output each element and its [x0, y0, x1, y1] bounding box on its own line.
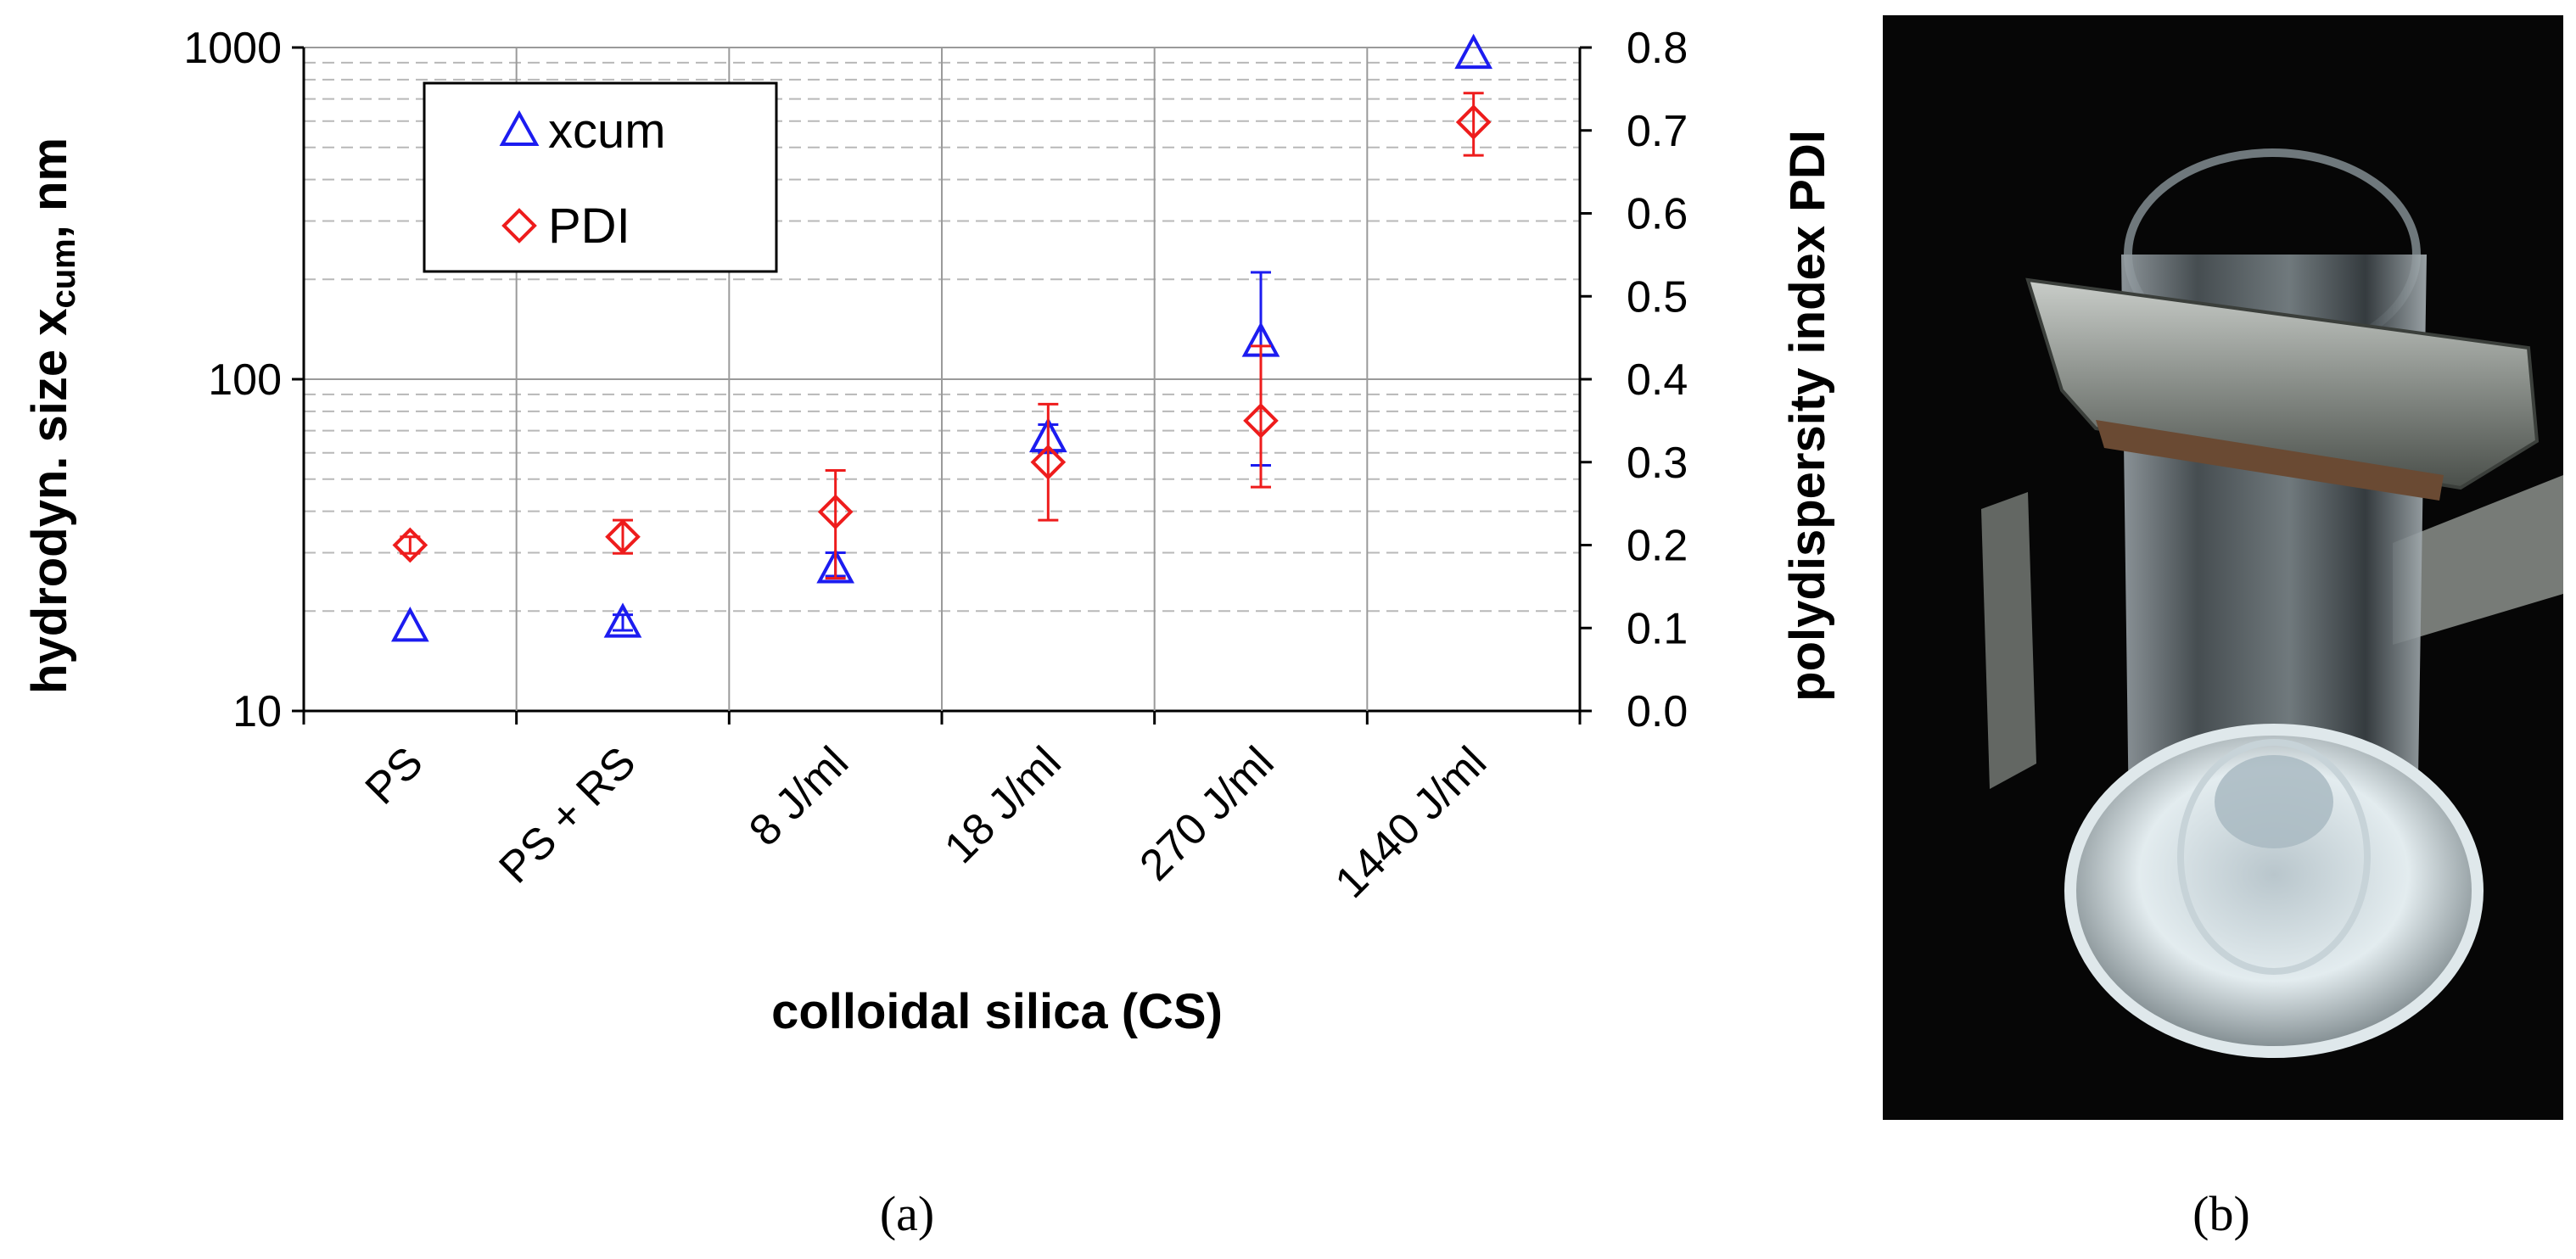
y-left-title-sub: cum: [45, 238, 82, 308]
right-tick-label: 0.5: [1627, 272, 1688, 322]
xcum-point: [816, 548, 855, 584]
right-tick-label: 0.8: [1627, 24, 1688, 73]
legend-pdi-diamond-icon: [501, 208, 537, 243]
x-category-label: 1440 J/ml: [1326, 737, 1496, 907]
xcum-point: [390, 606, 429, 642]
stand-arm: [1981, 492, 2036, 789]
right-tick-label: 0.7: [1627, 107, 1688, 156]
y-left-title-main: hydrodyn. size x: [22, 309, 77, 694]
x-category-label: 270 J/ml: [1131, 737, 1284, 890]
legend-xcum-label: xcum: [548, 104, 666, 159]
data-marks: [390, 33, 1493, 642]
y-axis-right-title: polydispersity index PDI: [1780, 130, 1835, 702]
y-left-title-suffix: , nm: [22, 137, 77, 238]
x-category-label: PS: [356, 737, 433, 814]
legend: xcum PDI: [423, 81, 778, 273]
x-category-label: 8 J/ml: [740, 737, 858, 855]
x-axis-title: colloidal silica (CS): [771, 984, 1223, 1039]
vial-bottom-dome: [2215, 755, 2333, 848]
panel-label-a: (a): [880, 1186, 934, 1241]
pdi-point: [1243, 403, 1279, 439]
left-tick-label: 1000: [183, 24, 282, 73]
right-tick-label: 0.0: [1627, 687, 1688, 736]
left-tick-label: 10: [232, 687, 282, 736]
clamp-cork-pad: [2096, 420, 2444, 501]
stand-rod: [2393, 475, 2563, 645]
right-tick-label: 0.4: [1627, 355, 1688, 405]
chart-panel: 10 100 1000 0.0 0.1 0.2 0.3 0.4 0.5 0.6 0.7 0.8 PS…: [22, 24, 1835, 1039]
x-category-label: 18 J/ml: [935, 737, 1071, 873]
y-axis-left-title: hydrodyn. size xcum, nm: [22, 137, 82, 694]
legend-box: [423, 81, 778, 273]
pdi-point: [1030, 444, 1067, 480]
left-tick-label: 100: [208, 355, 282, 405]
right-axis-ticks: 0.0 0.1 0.2 0.3 0.4 0.5 0.6 0.7 0.8: [1580, 24, 1688, 736]
right-tick-label: 0.2: [1627, 522, 1688, 571]
xcum-point: [1454, 33, 1493, 70]
panel-label-b: (b): [2192, 1186, 2250, 1241]
vial-photo: [1883, 15, 2563, 1120]
vial-bottom: [2064, 724, 2484, 1058]
pdi-point: [392, 527, 428, 563]
legend-xcum-triangle-icon: [499, 109, 540, 146]
pdi-point: [1455, 104, 1492, 140]
xcum-point: [603, 602, 642, 638]
right-tick-label: 0.1: [1627, 604, 1688, 653]
x-axis-ticks: PS PS + RS 8 J/ml 18 J/ml 270 J/ml 1440 J/ml: [302, 711, 1582, 908]
left-axis-ticks: 10 100 1000: [183, 24, 304, 736]
right-tick-label: 0.3: [1627, 439, 1688, 488]
pdi-point: [817, 494, 854, 530]
legend-pdi-label: PDI: [548, 199, 630, 254]
vial-bottom-inner: [2177, 739, 2371, 975]
right-tick-label: 0.6: [1627, 190, 1688, 239]
x-category-label: PS + RS: [490, 737, 645, 892]
pdi-point: [605, 518, 641, 555]
